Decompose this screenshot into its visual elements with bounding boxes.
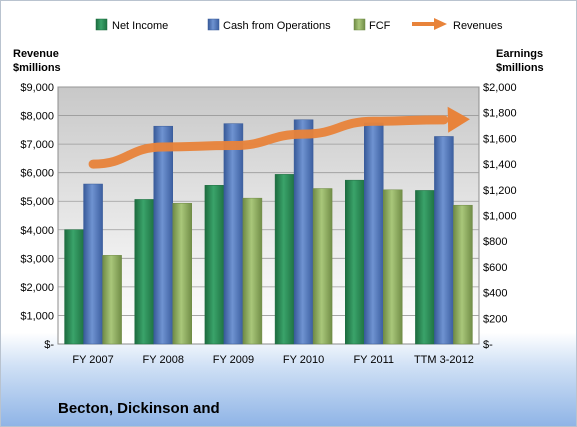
- bar-fcf-fy-2011: [383, 189, 403, 345]
- right-tick-label: $2,000: [483, 82, 517, 94]
- left-tick-label: $5,000: [20, 196, 54, 208]
- right-tick-label: $200: [483, 313, 507, 325]
- gridlines: [58, 86, 479, 316]
- left-axis-title-line1: Revenue: [13, 48, 59, 60]
- right-tick-label: $1,200: [483, 185, 517, 197]
- revenue-line: [88, 106, 470, 169]
- bar-net-income-fy-2008: [134, 199, 154, 345]
- x-tick-label: FY 2007: [72, 354, 113, 366]
- bar-cash-from-operations-fy-2009: [223, 123, 244, 345]
- left-tick-label: $6,000: [20, 168, 54, 180]
- left-tick-label: $8,000: [20, 111, 54, 123]
- legend-label-cash-from-operations: Cash from Operations: [223, 20, 331, 32]
- point-revenues-fy-2009: [233, 145, 234, 146]
- left-tick-label: $2,000: [20, 282, 54, 294]
- legend-arrowhead-revenues: [434, 18, 447, 30]
- right-axis-title-line2: $millions: [496, 62, 544, 74]
- point-revenues-fy-2007: [93, 164, 94, 165]
- legend: Net Income Cash from Operations FCF Reve…: [95, 18, 503, 32]
- right-tick-label: $1,000: [483, 211, 517, 223]
- point-revenues-fy-2008: [163, 146, 164, 147]
- bar-fcf-fy-2009: [242, 197, 263, 345]
- left-axis-title-line2: $millions: [13, 62, 61, 74]
- left-tick-label: $7,000: [20, 139, 54, 151]
- left-tick-label: $9,000: [20, 82, 54, 94]
- x-tick-label: FY 2011: [353, 354, 394, 366]
- x-tick-label: TTM 3-2012: [414, 354, 474, 366]
- company-name: Becton, Dickinson and: [58, 400, 220, 417]
- bar-net-income-fy-2007: [64, 229, 84, 345]
- bar-net-income-fy-2011: [345, 179, 365, 345]
- bar-fcf-fy-2007: [102, 255, 122, 345]
- right-axis-title-line1: Earnings: [496, 48, 543, 60]
- x-tick-label: FY 2008: [143, 354, 184, 366]
- right-tick-label: $1,800: [483, 108, 517, 120]
- bars: [64, 119, 473, 345]
- bar-net-income-fy-2010: [274, 174, 295, 345]
- plot-area: [57, 86, 480, 345]
- right-tick-label: $800: [483, 236, 507, 248]
- x-axis-ticks: FY 2007 FY 2008 FY 2009 FY 2010 FY 2011 TTM 3…: [72, 354, 473, 366]
- left-tick-label: $-: [44, 339, 54, 351]
- bar-cash-from-operations-fy-2007: [83, 183, 103, 345]
- right-tick-label: $400: [483, 288, 507, 300]
- bar-cash-from-operations-fy-2011: [364, 122, 384, 345]
- bar-cash-from-operations-fy-2010: [293, 119, 314, 345]
- point-revenues-ttm-3-2012: [443, 119, 444, 120]
- bar-net-income-ttm-3-2012: [415, 190, 435, 345]
- legend-swatch-cash-from-operations: [207, 18, 220, 31]
- bar-cash-from-operations-ttm-3-2012: [434, 136, 454, 345]
- bar-cash-from-operations-fy-2008: [153, 125, 173, 345]
- bar-fcf-fy-2010: [312, 188, 333, 345]
- right-tick-label: $-: [483, 339, 493, 351]
- left-axis-ticks: $- $1,000 $2,000 $3,000 $4,000 $5,000 $6,000 $7…: [20, 82, 54, 351]
- legend-swatch-net-income: [95, 18, 108, 31]
- left-tick-label: $3,000: [20, 253, 54, 265]
- right-axis-ticks: $- $200 $400 $600 $800 $1,000 $1,200 $1,400 $1,6…: [483, 82, 517, 351]
- legend-label-fcf: FCF: [369, 20, 391, 32]
- right-tick-label: $600: [483, 262, 507, 274]
- x-tick-label: FY 2010: [283, 354, 324, 366]
- bar-fcf-fy-2008: [172, 203, 192, 345]
- bar-fcf-ttm-3-2012: [453, 204, 473, 345]
- point-revenues-fy-2011: [373, 121, 374, 122]
- right-tick-label: $1,600: [483, 133, 517, 145]
- legend-label-net-income: Net Income: [112, 20, 168, 32]
- legend-swatch-fcf: [353, 18, 366, 31]
- legend-label-revenues: Revenues: [453, 20, 503, 32]
- line-revenues-arrowhead: [447, 106, 470, 133]
- left-tick-label: $4,000: [20, 225, 54, 237]
- bar-net-income-fy-2009: [204, 185, 225, 345]
- line-revenues: [88, 115, 449, 169]
- left-tick-label: $1,000: [20, 310, 54, 322]
- right-tick-label: $1,400: [483, 159, 517, 171]
- point-revenues-fy-2010: [303, 134, 304, 135]
- x-tick-label: FY 2009: [213, 354, 254, 366]
